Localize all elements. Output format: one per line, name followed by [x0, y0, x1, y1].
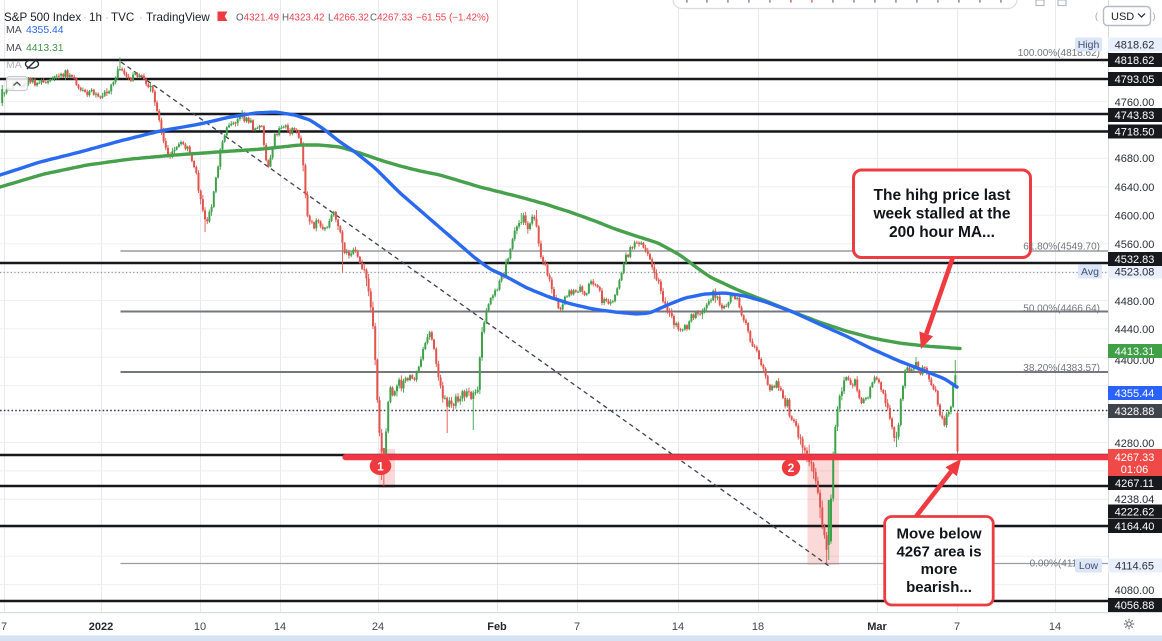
svg-text:4238.04: 4238.04: [1115, 494, 1155, 506]
svg-text:4818.62: 4818.62: [1115, 55, 1155, 67]
svg-text:01:06: 01:06: [1121, 464, 1149, 476]
svg-text:4818.62: 4818.62: [1115, 39, 1155, 51]
svg-text:4267 area is: 4267 area is: [896, 543, 981, 560]
svg-text:50.00%(4466.64): 50.00%(4466.64): [1023, 304, 1100, 315]
svg-text:4760.00: 4760.00: [1115, 97, 1155, 109]
svg-text:Move below: Move below: [896, 526, 981, 543]
svg-text:Mar: Mar: [867, 621, 887, 633]
svg-text:1: 1: [377, 460, 384, 474]
svg-text:MA: MA: [6, 24, 22, 36]
svg-text:S&P 500 Index·1h·TVC·TradingVi: S&P 500 Index · 1h · TVC · TradingView: [4, 11, 210, 24]
svg-text:38.20%(4383.57): 38.20%(4383.57): [1023, 363, 1100, 374]
svg-text:MA: MA: [6, 42, 22, 54]
svg-text:4355.44: 4355.44: [1115, 388, 1155, 400]
svg-text:4560.00: 4560.00: [1115, 239, 1155, 251]
svg-text:4718.50: 4718.50: [1115, 126, 1155, 138]
svg-text:4056.88: 4056.88: [1115, 600, 1155, 612]
svg-text:2: 2: [788, 461, 795, 475]
svg-text:7: 7: [1, 621, 7, 633]
svg-text:4355.44: 4355.44: [26, 25, 64, 36]
svg-text:4523.08: 4523.08: [1115, 266, 1155, 278]
svg-text:18: 18: [752, 621, 764, 633]
svg-text:High: High: [1078, 39, 1100, 51]
svg-text:4164.40: 4164.40: [1115, 521, 1155, 533]
svg-text:14: 14: [274, 621, 286, 633]
svg-text:Feb: Feb: [487, 621, 507, 633]
svg-text:bearish...: bearish...: [906, 579, 972, 596]
svg-text:4413.31: 4413.31: [26, 43, 64, 54]
svg-text:): ): [1153, 11, 1156, 21]
svg-text:4280.00: 4280.00: [1115, 438, 1155, 450]
svg-text:(: (: [1095, 11, 1098, 21]
svg-text:MA: MA: [6, 59, 22, 71]
svg-text:4328.88: 4328.88: [1115, 406, 1155, 418]
svg-text:10: 10: [194, 621, 206, 633]
svg-text:4532.83: 4532.83: [1115, 254, 1155, 266]
svg-text:The hihg price last: The hihg price last: [874, 187, 1011, 204]
svg-text:4793.05: 4793.05: [1115, 74, 1155, 86]
svg-text:week stalled at the: week stalled at the: [873, 206, 1011, 223]
svg-text:4222.62: 4222.62: [1115, 506, 1155, 518]
svg-text:Avg: Avg: [1081, 266, 1099, 278]
svg-text:4480.00: 4480.00: [1115, 296, 1155, 308]
svg-text:7: 7: [954, 621, 960, 633]
svg-text:4743.83: 4743.83: [1115, 110, 1155, 122]
svg-text:4080.00: 4080.00: [1115, 585, 1155, 597]
svg-text:4600.00: 4600.00: [1115, 210, 1155, 222]
svg-text:4440.00: 4440.00: [1115, 324, 1155, 336]
svg-text:7: 7: [574, 621, 580, 633]
svg-text:more: more: [921, 561, 958, 578]
svg-text:61.80%(4549.70): 61.80%(4549.70): [1023, 242, 1100, 253]
svg-text:4640.00: 4640.00: [1115, 182, 1155, 194]
svg-text:Low: Low: [1079, 560, 1099, 572]
svg-text:2022: 2022: [89, 621, 113, 633]
svg-text:14: 14: [1049, 621, 1061, 633]
svg-text:4114.65: 4114.65: [1115, 560, 1154, 572]
svg-text:14: 14: [672, 621, 684, 633]
svg-text:4267.11: 4267.11: [1115, 478, 1154, 490]
svg-text:100.00%(4818.62): 100.00%(4818.62): [1018, 48, 1100, 59]
svg-text:USD: USD: [1111, 11, 1134, 23]
svg-text:4267.33: 4267.33: [1115, 452, 1155, 464]
svg-text:24: 24: [372, 621, 384, 633]
svg-text:0.00%(4114.65): 0.00%(4114.65): [1030, 559, 1100, 570]
svg-text:200 hour MA...: 200 hour MA...: [889, 224, 995, 241]
svg-text:4680.00: 4680.00: [1115, 153, 1155, 165]
svg-text:4413.31: 4413.31: [1115, 346, 1155, 358]
